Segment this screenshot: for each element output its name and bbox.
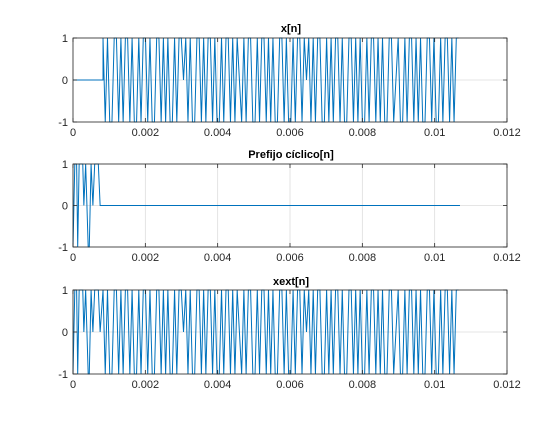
subplot-xext: 0 0.002 0.004 0.006 0.008 0.01 0.012-101xext[n… bbox=[58, 276, 521, 391]
y-tick-label: 0 bbox=[62, 201, 68, 213]
y-tick-label: -1 bbox=[58, 117, 68, 129]
y-tick-label: -1 bbox=[58, 242, 68, 254]
subplot-prefijo: 0 0.002 0.004 0.006 0.008 0.01 0.012-101Prefij… bbox=[58, 149, 521, 264]
x-tick-label: 0.012 bbox=[493, 379, 521, 391]
x-tick-label: 0.006 bbox=[276, 127, 304, 139]
x-tick-label: 0.004 bbox=[204, 127, 232, 139]
y-tick-label: 1 bbox=[62, 33, 68, 45]
subplot-title: Prefijo cíclico[n] bbox=[248, 149, 334, 161]
x-tick-label: 0.002 bbox=[132, 127, 160, 139]
x-tick-label: 0 bbox=[70, 252, 76, 264]
y-tick-label: 1 bbox=[62, 159, 68, 171]
y-tick-label: 0 bbox=[62, 327, 68, 339]
x-tick-label: 0.012 bbox=[493, 252, 521, 264]
x-tick-label: 0.006 bbox=[276, 252, 304, 264]
x-tick-label: 0.008 bbox=[349, 379, 377, 391]
x-tick-label: 0 bbox=[70, 127, 76, 139]
x-tick-label: 0.004 bbox=[204, 252, 232, 264]
x-tick-label: 0.01 bbox=[424, 127, 445, 139]
subplot-title: xext[n] bbox=[273, 276, 309, 288]
x-tick-label: 0.008 bbox=[349, 252, 377, 264]
x-tick-label: 0.002 bbox=[132, 252, 160, 264]
x-tick-label: 0.012 bbox=[493, 127, 521, 139]
x-tick-label: 0.004 bbox=[204, 379, 232, 391]
y-tick-label: 1 bbox=[62, 285, 68, 297]
x-tick-label: 0.002 bbox=[132, 379, 160, 391]
x-tick-label: 0 bbox=[70, 379, 76, 391]
y-tick-label: -1 bbox=[58, 369, 68, 381]
x-tick-label: 0.006 bbox=[276, 379, 304, 391]
x-tick-label: 0.01 bbox=[424, 252, 445, 264]
x-tick-label: 0.008 bbox=[349, 127, 377, 139]
y-tick-label: 0 bbox=[62, 75, 68, 87]
x-tick-label: 0.01 bbox=[424, 379, 445, 391]
subplot-title: x[n] bbox=[281, 23, 302, 35]
